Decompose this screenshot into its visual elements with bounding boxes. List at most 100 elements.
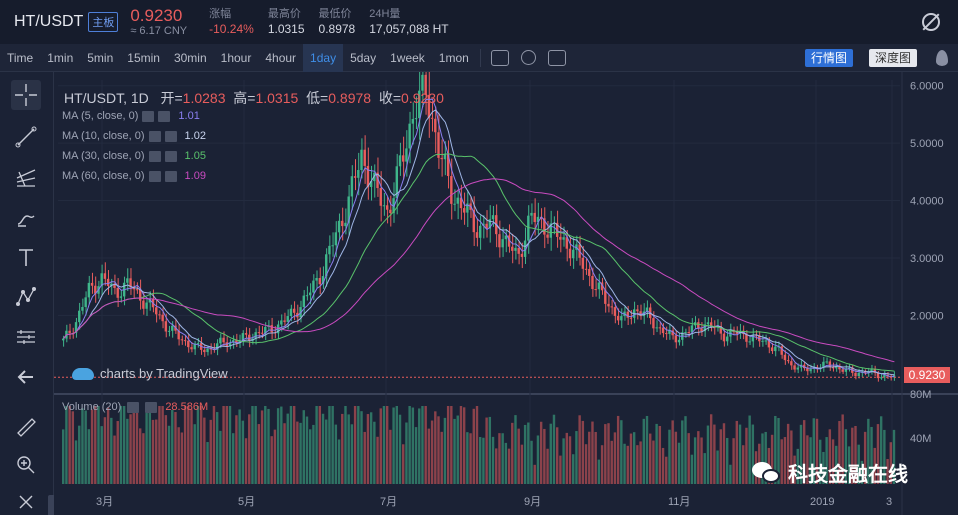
- tf-5day[interactable]: 5day: [350, 50, 377, 65]
- hide-icon[interactable]: [922, 13, 940, 31]
- volume-bar: [482, 437, 485, 484]
- x-tick-label: 11月: [668, 496, 690, 508]
- volume-bar: [527, 422, 530, 484]
- candle-body: [684, 331, 687, 333]
- volume-legend: Volume (20) 28.586M: [62, 401, 208, 413]
- candle-body: [421, 74, 424, 91]
- measure-icon[interactable]: [11, 322, 41, 352]
- candle-body: [498, 234, 501, 248]
- tradingview-watermark[interactable]: charts by TradingView: [72, 366, 228, 381]
- volume-bar: [770, 434, 774, 484]
- candle-body: [485, 223, 488, 229]
- candle-body: [161, 314, 164, 322]
- ma-settings-icon[interactable]: [142, 110, 155, 122]
- tf-5min[interactable]: 5min: [87, 50, 114, 65]
- volume-settings-icon[interactable]: [127, 401, 140, 413]
- text-icon[interactable]: [11, 242, 41, 272]
- volume-bar: [536, 435, 540, 484]
- trendline-icon[interactable]: [11, 122, 41, 152]
- candle-body: [536, 216, 540, 223]
- zoom-icon[interactable]: [11, 450, 41, 480]
- stat-value: 0.8978: [318, 22, 356, 36]
- view-chart-button[interactable]: 行情图: [805, 49, 854, 67]
- volume-bar: [719, 429, 722, 484]
- x-tick-label: 9月: [524, 496, 541, 508]
- volume-bar: [636, 445, 639, 484]
- volume-bar: [446, 406, 450, 484]
- brush-icon[interactable]: [11, 202, 41, 232]
- candle-body: [687, 331, 690, 333]
- collapse-toolbar-handle[interactable]: [48, 495, 56, 515]
- candle-body: [376, 172, 379, 189]
- volume-bar: [97, 406, 100, 484]
- candle-body: [745, 333, 748, 342]
- ma-close-icon[interactable]: [164, 130, 177, 142]
- settings-icon[interactable]: [520, 50, 536, 65]
- candle-body: [138, 289, 142, 301]
- volume-bar: [360, 411, 363, 484]
- volume-bar: [203, 417, 206, 484]
- tf-1day[interactable]: 1day: [303, 43, 344, 72]
- ruler-icon[interactable]: [11, 412, 41, 442]
- candle-body: [408, 123, 411, 149]
- volume-bar: [71, 411, 75, 484]
- indicators-icon[interactable]: [490, 49, 509, 66]
- flame-icon[interactable]: [936, 50, 948, 66]
- ma-close-icon[interactable]: [164, 170, 177, 182]
- back-arrow-icon[interactable]: [11, 362, 41, 392]
- legend-low: 0.8978: [328, 90, 372, 106]
- tf-30min[interactable]: 30min: [173, 50, 207, 65]
- volume-bar: [591, 421, 594, 484]
- tf-time[interactable]: Time: [7, 50, 34, 65]
- volume-bar: [206, 442, 209, 484]
- candle-body: [308, 292, 312, 296]
- volume-bar: [851, 427, 854, 484]
- volume-bar: [594, 431, 597, 484]
- volume-bar: [681, 420, 684, 484]
- ma-settings-icon[interactable]: [148, 130, 161, 142]
- ma-settings-icon[interactable]: [148, 150, 161, 162]
- candle-body: [572, 249, 575, 259]
- ma-settings-icon[interactable]: [148, 170, 161, 182]
- ma-legend-row: MA (30, close, 0) 1.05: [62, 150, 206, 162]
- candle-body: [244, 333, 248, 335]
- price-chart[interactable]: 6.0000 5.0000 4.0000 3.0000 2.0000 80M 40M 3月 5月…: [54, 72, 958, 515]
- volume-bar: [434, 411, 437, 484]
- tf-1min[interactable]: 1min: [47, 50, 74, 65]
- remove-drawings-icon[interactable]: [11, 487, 41, 515]
- ma-close-icon[interactable]: [158, 110, 171, 122]
- chart-pane[interactable]: 6.0000 5.0000 4.0000 3.0000 2.0000 80M 40M 3月 5月…: [54, 72, 958, 515]
- candle-body: [591, 275, 594, 290]
- volume-bar: [270, 436, 273, 484]
- volume-bar: [867, 418, 870, 484]
- candle-body: [501, 239, 504, 248]
- candle-body: [280, 320, 283, 325]
- volume-bar: [616, 415, 620, 484]
- volume-bar: [267, 408, 270, 484]
- tf-1hour[interactable]: 1hour: [220, 50, 252, 65]
- volume-bar: [443, 417, 447, 484]
- ma-close-icon[interactable]: [164, 150, 177, 162]
- pitchfork-icon[interactable]: [11, 162, 41, 192]
- ma-legend-row: MA (60, close, 0) 1.09: [62, 170, 206, 182]
- volume-bar: [180, 432, 184, 484]
- volume-bar: [552, 414, 556, 484]
- pair-name[interactable]: HT/USDT: [14, 13, 84, 30]
- candle-body: [629, 317, 633, 319]
- tf-4hour[interactable]: 4hour: [265, 50, 297, 65]
- fullscreen-icon[interactable]: [547, 49, 566, 66]
- tf-1mon[interactable]: 1mon: [438, 50, 469, 65]
- tf-15min[interactable]: 15min: [127, 50, 160, 65]
- volume-bar: [485, 417, 488, 484]
- crosshair-icon[interactable]: [11, 80, 41, 110]
- volume-bar: [725, 437, 729, 484]
- tf-1week[interactable]: 1week: [390, 50, 425, 65]
- volume-bar: [302, 410, 305, 484]
- y-tick-label: 5.0000: [910, 138, 944, 150]
- volume-close-icon[interactable]: [145, 401, 158, 413]
- pattern-icon[interactable]: [11, 282, 41, 312]
- volume-bar: [844, 429, 848, 484]
- candle-body: [193, 343, 196, 350]
- ma-label: MA (60, close, 0): [62, 170, 145, 182]
- view-depth-button[interactable]: 深度图: [869, 49, 918, 67]
